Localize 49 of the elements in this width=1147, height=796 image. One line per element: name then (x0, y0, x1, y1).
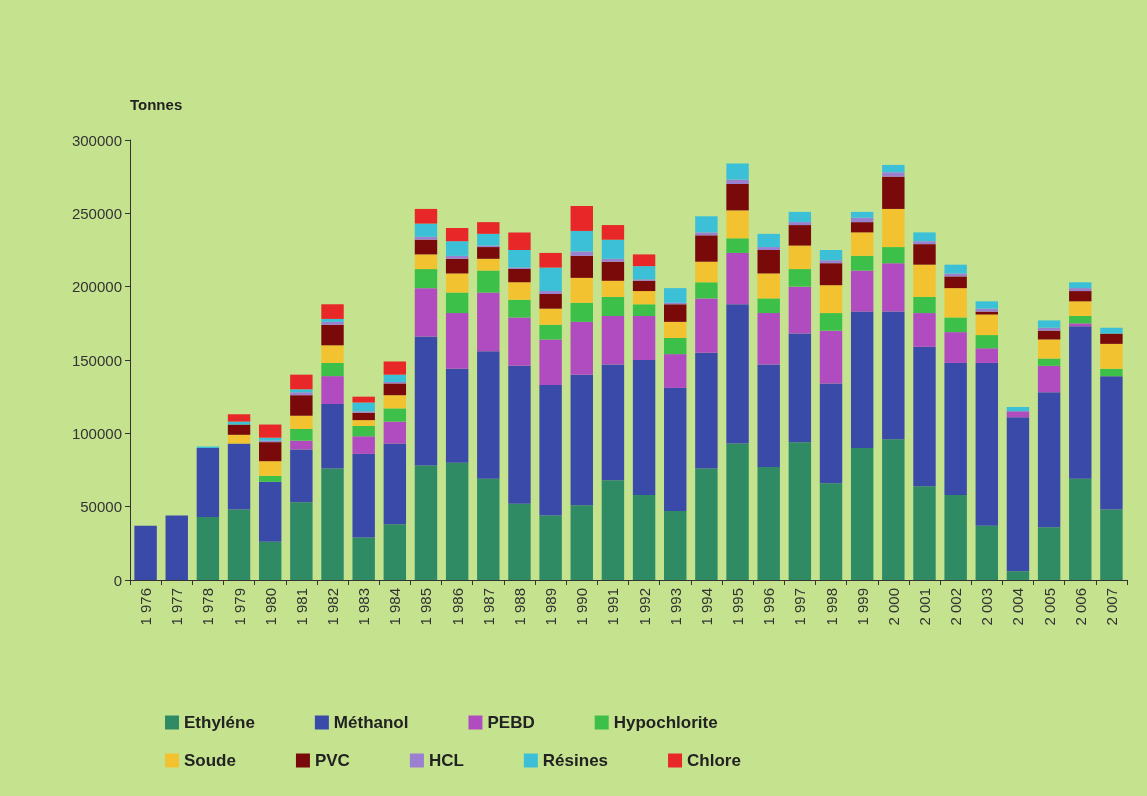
legend-label: Chlore (687, 751, 741, 770)
legend-label: Résines (542, 751, 609, 770)
y-tick-label: 250000 (71, 204, 122, 222)
x-tick-label: 2 002 (947, 588, 965, 626)
x-tick-label: 1 978 (199, 588, 217, 626)
legend-label: PEBD (487, 713, 535, 732)
x-tick-label: 1 982 (324, 588, 342, 626)
x-tick-label: 1 986 (448, 588, 466, 626)
x-tick-label: 1 983 (355, 588, 373, 626)
legend-label: Hypochlorite (613, 713, 718, 732)
x-tick-label: 1 979 (230, 588, 248, 626)
legend-label: PVC (314, 751, 350, 770)
y-tick-label: 0 (113, 571, 122, 589)
x-tick-label: 2 000 (884, 588, 902, 626)
x-tick-label: 2 005 (1040, 588, 1058, 626)
legend-label: Ethyléne (184, 713, 255, 732)
x-tick-label: 1 989 (542, 588, 560, 626)
x-tick-label: 1 999 (853, 588, 871, 626)
legend-label: Soude (184, 751, 236, 770)
x-tick-label: 1 988 (510, 588, 528, 626)
x-tick-label: 1 990 (573, 588, 591, 626)
legend-label: HCL (428, 751, 464, 770)
x-tick-label: 1 995 (729, 588, 747, 626)
x-tick-label: 2 001 (915, 588, 933, 626)
x-tick-label: 2 003 (978, 588, 996, 626)
x-tick-label: 1 994 (697, 588, 715, 626)
x-tick-label: 1 987 (479, 588, 497, 626)
x-tick-label: 1 977 (168, 588, 186, 626)
legend-label: Méthanol (333, 713, 409, 732)
x-tick-label: 1 997 (791, 588, 809, 626)
x-tick-label: 1 984 (386, 588, 404, 626)
y-tick-label: 300000 (71, 131, 122, 149)
x-tick-label: 2 007 (1102, 588, 1120, 626)
y-tick-label: 200000 (71, 278, 122, 296)
x-tick-label: 1 992 (635, 588, 653, 626)
x-tick-label: 2 004 (1009, 588, 1027, 626)
x-tick-label: 1 981 (292, 588, 310, 626)
x-tick-label: 1 976 (137, 588, 155, 626)
x-tick-label: 2 006 (1071, 588, 1089, 626)
x-tick-label: 1 998 (822, 588, 840, 626)
x-tick-label: 1 996 (760, 588, 778, 626)
y-tick-label: 50000 (80, 498, 122, 516)
y-tick-label: 150000 (71, 351, 122, 369)
x-tick-label: 1 985 (417, 588, 435, 626)
x-tick-label: 1 991 (604, 588, 622, 626)
y-axis-title: Tonnes (130, 96, 183, 113)
x-tick-label: 1 993 (666, 588, 684, 626)
x-tick-label: 1 980 (261, 588, 279, 626)
y-tick-label: 100000 (71, 424, 122, 442)
